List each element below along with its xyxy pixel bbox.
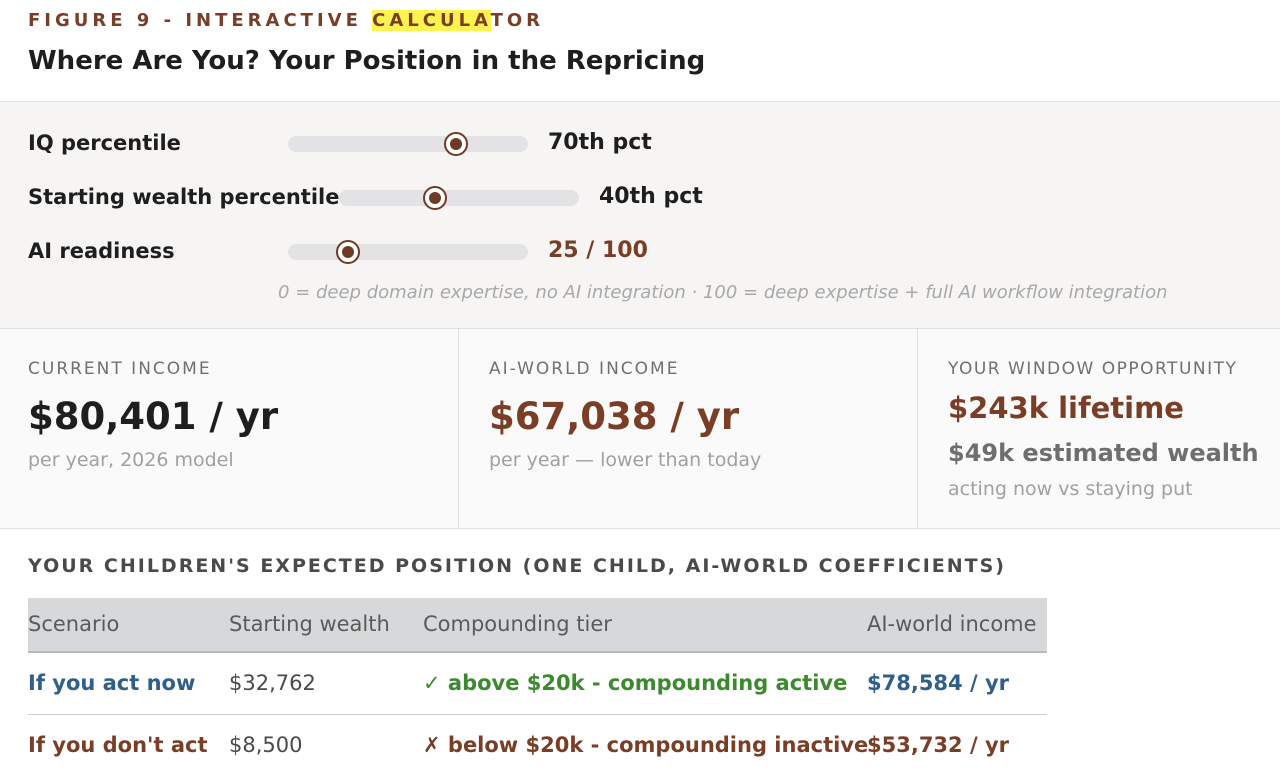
row-compounding-tier: ✓ above $20k - compounding active (423, 671, 848, 695)
current-income-value: $80,401 / yr (28, 395, 279, 438)
window-opportunity-sub: acting now vs staying put (948, 478, 1193, 500)
row-scenario: If you act now (28, 671, 196, 695)
row-ai-world-income: $78,584 / yr (867, 671, 1009, 695)
ai-world-income-sub: per year — lower than today (489, 449, 762, 471)
iq-slider-thumb[interactable] (444, 132, 468, 156)
ai-readiness-hint: 0 = deep domain expertise, no AI integra… (278, 282, 1168, 303)
window-opportunity-label: YOUR WINDOW OPPORTUNITY (948, 359, 1238, 379)
row-scenario: If you don't act (28, 733, 208, 757)
ai-readiness-label: AI readiness (28, 239, 175, 263)
calculator-controls: IQ percentile 70th pct Starting wealth p… (0, 101, 1280, 329)
ai-readiness-slider[interactable] (288, 240, 528, 264)
table-row: If you act now $32,762 ✓ above $20k - co… (28, 653, 1047, 715)
figure-label-highlight: CALCULA (372, 10, 491, 31)
header-starting-wealth: Starting wealth (229, 612, 390, 636)
income-cards: CURRENT INCOME $80,401 / yr per year, 20… (0, 329, 1280, 529)
row-ai-world-income: $53,732 / yr (867, 733, 1009, 757)
ai-readiness-value: 25 / 100 (548, 238, 648, 263)
wealth-slider-thumb[interactable] (423, 186, 447, 210)
figure-label-suffix: TOR (490, 10, 545, 31)
iq-slider[interactable] (288, 132, 528, 156)
row-starting-wealth: $8,500 (229, 733, 303, 757)
window-opportunity-card: YOUR WINDOW OPPORTUNITY $243k lifetime $… (917, 329, 1280, 529)
wealth-label: Starting wealth percentile (28, 185, 340, 209)
page-title: Where Are You? Your Position in the Repr… (28, 46, 706, 76)
iq-label: IQ percentile (28, 131, 181, 155)
row-compounding-tier: ✗ below $20k - compounding inactive (423, 733, 869, 757)
ai-world-income-label: AI-WORLD INCOME (489, 359, 680, 379)
children-section-title: YOUR CHILDREN'S EXPECTED POSITION (ONE C… (28, 555, 1006, 577)
wealth-value: 40th pct (599, 184, 703, 209)
header-compounding-tier: Compounding tier (423, 612, 612, 636)
children-table: Scenario Starting wealth Compounding tie… (28, 598, 1047, 769)
table-row: If you don't act $8,500 ✗ below $20k - c… (28, 715, 1047, 769)
ai-readiness-slider-thumb[interactable] (336, 240, 360, 264)
figure-label-prefix: FIGURE 9 - INTERACTIVE (28, 10, 373, 31)
iq-value: 70th pct (548, 130, 652, 155)
header-scenario: Scenario (28, 612, 120, 636)
current-income-card: CURRENT INCOME $80,401 / yr per year, 20… (0, 329, 458, 529)
ai-world-income-card: AI-WORLD INCOME $67,038 / yr per year — … (458, 329, 917, 529)
figure-label: FIGURE 9 - INTERACTIVE CALCULATOR (28, 10, 544, 31)
header-ai-world-income: AI-world income (867, 612, 1037, 636)
table-header: Scenario Starting wealth Compounding tie… (28, 598, 1047, 653)
window-opportunity-value: $243k lifetime (948, 391, 1184, 425)
wealth-slider[interactable] (339, 186, 579, 210)
current-income-sub: per year, 2026 model (28, 449, 234, 471)
current-income-label: CURRENT INCOME (28, 359, 212, 379)
ai-world-income-value: $67,038 / yr (489, 395, 740, 438)
row-starting-wealth: $32,762 (229, 671, 316, 695)
estimated-wealth-value: $49k estimated wealth (948, 439, 1259, 467)
